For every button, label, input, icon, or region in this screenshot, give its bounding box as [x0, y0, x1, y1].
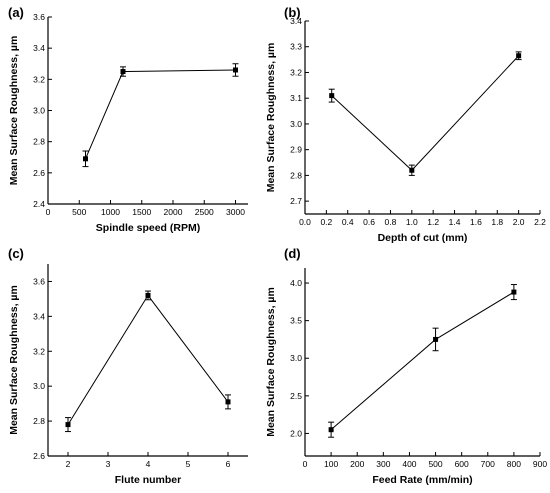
- panel-c-xtick-label: 2: [66, 459, 71, 469]
- panel-a-data-point: [83, 156, 88, 162]
- panel-a: (a) 2.4 2.6 2.8 3.0 3.2 3.4 3.6 0 500 1000 1500 2000…: [8, 5, 248, 234]
- panel-b-label: (b): [284, 5, 301, 20]
- panel-d-xtick-label: 400: [402, 459, 416, 469]
- panel-d: (d) 2.0 2.5 3.0 3.5 4.0 0 100 200 300 400 500 600 700…: [265, 246, 547, 486]
- panel-c-xtick-label: 3: [106, 459, 111, 469]
- panel-a-ytick-label: 2.6: [33, 168, 45, 178]
- panel-a-y-axis-title: Mean Surface Roughness, µm: [8, 36, 20, 186]
- panel-d-ytick-label: 3.0: [290, 353, 302, 363]
- panel-d-series-line: [330, 291, 515, 431]
- panel-b-series-line: [331, 55, 520, 171]
- panel-c-xtick-label: 4: [146, 459, 151, 469]
- panel-d-xtick-label: 600: [455, 459, 469, 469]
- panel-a-label: (a): [8, 5, 24, 20]
- panel-a-ytick-label: 3.2: [33, 74, 45, 84]
- panel-a-x-axis-title: Spindle speed (RPM): [96, 222, 200, 234]
- panel-c-ytick-label: 3.6: [33, 276, 45, 286]
- panel-a-xtick-label: 2500: [195, 207, 214, 217]
- panel-b-ytick-label: 3.3: [290, 42, 302, 52]
- panel-d-y-axis-title: Mean Surface Roughness, µm: [265, 287, 277, 437]
- panel-d-ytick-label: 4.0: [290, 278, 302, 288]
- panel-d-ytick-label: 3.5: [290, 316, 302, 326]
- panel-d-data-point: [511, 289, 517, 295]
- panel-c-series-line: [67, 294, 229, 425]
- panel-c-y-axis-title: Mean Surface Roughness, µm: [8, 285, 20, 435]
- panel-d-data-point: [433, 336, 439, 342]
- panel-d-xtick-label: 700: [481, 459, 495, 469]
- panel-a-xtick-label: 2000: [164, 207, 183, 217]
- panel-c-data-point: [145, 292, 151, 298]
- panel-b-xtick-label: 0.6: [363, 217, 375, 227]
- panel-d-ytick-label: 2.5: [290, 391, 302, 401]
- panel-c-x-axis-title: Flute number: [115, 474, 182, 486]
- panel-b-xtick-label: 1.8: [491, 217, 503, 227]
- panel-d-xtick-label: 300: [376, 459, 390, 469]
- panel-d-data-point: [328, 427, 334, 433]
- panel-b: (b) 2.7 2.8 2.9 3.0 3.1 3.2 3.3 3.4 0.0 0.2 0.4 0.6 0…: [265, 5, 546, 244]
- panel-b-ytick-label: 3.0: [290, 119, 302, 129]
- panel-d-xtick-label: 100: [324, 459, 338, 469]
- panel-d-label: (d): [284, 246, 301, 261]
- panel-a-data-point: [120, 69, 126, 75]
- panel-b-y-axis-title: Mean Surface Roughness, µm: [265, 43, 277, 193]
- panel-d-xtick-label: 0: [303, 459, 308, 469]
- panel-c-xtick-label: 6: [226, 459, 231, 469]
- panel-a-series-line: [85, 69, 236, 160]
- panel-d-xtick-label: 500: [428, 459, 442, 469]
- panel-c: (c) 2.6 2.8 3.0 3.2 3.4 3.6 2 3 4 5 6 Flute number Me…: [8, 246, 248, 486]
- panel-b-xtick-label: 0.4: [342, 217, 354, 227]
- panel-d-xtick-label: 200: [350, 459, 364, 469]
- panel-b-ytick-label: 3.1: [290, 93, 302, 103]
- panel-a-data-point: [233, 67, 238, 73]
- panel-b-data-point: [409, 167, 415, 173]
- panel-c-xtick-label: 5: [186, 459, 191, 469]
- panel-b-xtick-label: 1.0: [406, 217, 418, 227]
- panel-a-ytick-label: 3.0: [33, 106, 45, 116]
- panel-b-xtick-label: 0.2: [320, 217, 332, 227]
- panel-b-ytick-label: 2.8: [290, 170, 302, 180]
- panel-b-xtick-label: 2.0: [513, 217, 525, 227]
- panel-d-ytick-label: 2.0: [290, 428, 302, 438]
- panel-c-data-point: [65, 422, 71, 428]
- panel-b-x-axis-title: Depth of cut (mm): [378, 232, 468, 244]
- panel-d-x-axis-title: Feed Rate (mm/min): [372, 474, 472, 486]
- panel-c-ytick-label: 2.6: [33, 451, 45, 461]
- panel-c-ytick-label: 3.4: [33, 311, 45, 321]
- panel-c-ytick-label: 2.8: [33, 416, 45, 426]
- panel-b-xtick-label: 1.4: [449, 217, 461, 227]
- panel-a-ytick-label: 2.4: [33, 199, 45, 209]
- panel-b-xtick-label: 1.2: [427, 217, 439, 227]
- panel-d-xtick-label: 800: [507, 459, 521, 469]
- panel-a-xtick-label: 500: [72, 207, 86, 217]
- panel-b-ytick-label: 2.9: [290, 145, 302, 155]
- panel-d-xtick-label: 900: [533, 459, 547, 469]
- panel-b-data-point: [516, 53, 522, 59]
- panel-b-xtick-label: 2.2: [534, 217, 546, 227]
- panel-c-data-point: [225, 399, 231, 405]
- panel-c-label: (c): [8, 246, 24, 261]
- panel-b-xtick-label: 0.0: [299, 217, 311, 227]
- panel-b-ytick-label: 3.2: [290, 67, 302, 77]
- panel-c-ytick-label: 3.0: [33, 381, 45, 391]
- panel-b-xtick-label: 0.8: [385, 217, 397, 227]
- panel-a-xtick-label: 3000: [226, 207, 245, 217]
- panel-c-ytick-label: 3.2: [33, 346, 45, 356]
- panel-b-data-point: [329, 93, 335, 99]
- panel-a-ytick-label: 2.8: [33, 137, 45, 147]
- panel-b-ytick-label: 3.4: [290, 16, 302, 26]
- panel-b-xtick-label: 1.6: [470, 217, 482, 227]
- panel-a-ytick-label: 3.4: [33, 43, 45, 53]
- panel-a-ytick-label: 3.6: [33, 12, 45, 22]
- panel-a-xtick-label: 0: [46, 207, 51, 217]
- panel-a-xtick-label: 1000: [101, 207, 120, 217]
- panel-a-xtick-label: 1500: [132, 207, 151, 217]
- panel-b-ytick-label: 2.7: [290, 196, 302, 206]
